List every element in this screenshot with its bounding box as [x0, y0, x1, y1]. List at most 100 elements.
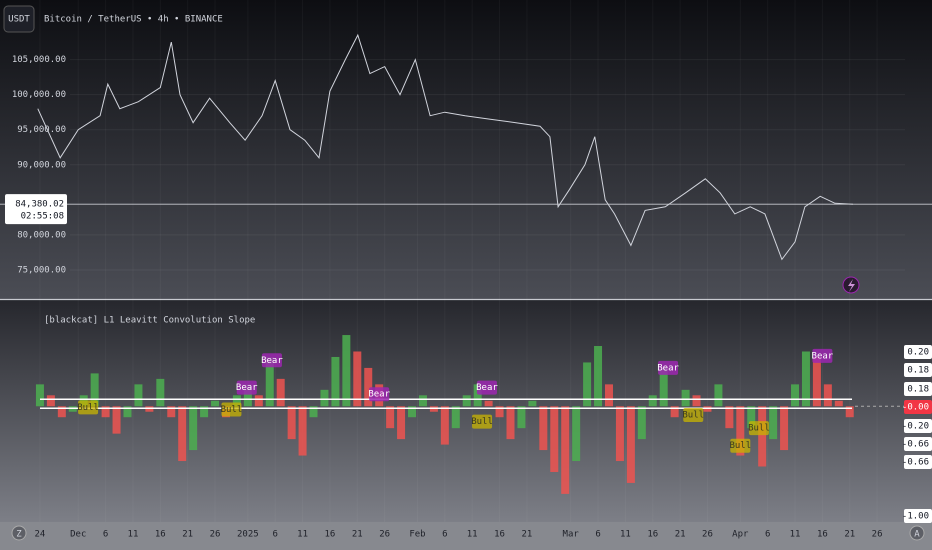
- signal-box: [369, 387, 390, 402]
- histogram-bar: [451, 406, 460, 429]
- histogram-bar: [112, 406, 121, 434]
- histogram-bar: [232, 395, 241, 407]
- signal-box: [730, 438, 751, 453]
- signal-label: Bull: [748, 424, 770, 434]
- histogram-bar: [440, 406, 449, 445]
- x-tick-label: 6: [595, 530, 600, 540]
- axis-label: -0.20: [902, 422, 929, 432]
- axis-label-box: [904, 509, 932, 523]
- histogram-bar: [35, 384, 44, 407]
- x-tick-label: 26: [702, 530, 713, 540]
- histogram-bar: [594, 346, 603, 407]
- x-tick-label: 11: [790, 530, 801, 540]
- axis-label-box: [904, 400, 932, 414]
- histogram-bar: [167, 406, 176, 418]
- symbol-button-label[interactable]: USDT: [8, 15, 30, 25]
- histogram-bar: [834, 400, 843, 407]
- symbol-button[interactable]: [3, 5, 35, 33]
- axis-label: -0.66: [902, 440, 929, 450]
- signal-label: Bear: [657, 363, 679, 373]
- histogram-bar: [254, 395, 263, 407]
- timezone-button[interactable]: [11, 525, 27, 541]
- y-tick-label: 105,000.00: [12, 55, 66, 65]
- auto-scale-button[interactable]: [909, 525, 925, 541]
- signal-label: Bear: [368, 390, 390, 400]
- histogram-bar: [604, 384, 613, 407]
- x-tick-label: 6: [103, 530, 108, 540]
- histogram-bar: [276, 378, 285, 407]
- histogram-bar: [801, 351, 810, 407]
- axis-label-box: [904, 455, 932, 469]
- histogram-bar: [823, 384, 832, 407]
- x-tick-label: 16: [817, 530, 828, 540]
- histogram-bar: [626, 406, 635, 483]
- signal-label: Bull: [729, 441, 751, 451]
- x-tick-label: 21: [844, 530, 855, 540]
- indicator-pane: [0, 300, 932, 522]
- histogram-bar: [134, 384, 143, 407]
- y-tick-label: 90,000.00: [17, 160, 66, 170]
- histogram-bar: [342, 335, 351, 407]
- histogram-bar: [243, 384, 252, 407]
- signal-label: Bear: [812, 351, 834, 361]
- histogram-bar: [46, 395, 55, 407]
- signal-box: [748, 421, 769, 436]
- y-tick-label: 80,000.00: [17, 230, 66, 240]
- price-line: [37, 33, 854, 261]
- axis-label: 0.18: [907, 385, 929, 395]
- histogram-bar: [57, 406, 66, 418]
- signal-label: Bear: [236, 383, 258, 393]
- axis-label: -0.00: [902, 403, 929, 413]
- x-tick-label: 6: [442, 530, 447, 540]
- y-tick-label: 100,000.00: [12, 90, 66, 100]
- countdown-label: 02:55:08: [21, 212, 64, 222]
- histogram-bar: [659, 367, 668, 407]
- x-tick-label: 24: [35, 530, 46, 540]
- last-price-label: 84,380.02: [15, 200, 64, 210]
- axis-label-box: [904, 419, 932, 433]
- histogram-bar: [265, 356, 274, 407]
- y-tick-label: 75,000.00: [17, 265, 66, 275]
- histogram-bar: [484, 400, 493, 407]
- histogram-bar: [725, 406, 734, 429]
- histogram-bar: [637, 406, 646, 440]
- histogram-bar: [736, 406, 745, 456]
- histogram-bar: [386, 406, 395, 429]
- x-tick-label: 11: [467, 530, 478, 540]
- axis-label-box: [904, 437, 932, 451]
- x-tick-label: 26: [210, 530, 221, 540]
- histogram-bar: [408, 406, 417, 418]
- last-price-box: [5, 194, 67, 225]
- axis-label-box: [904, 363, 932, 377]
- histogram-bar: [615, 406, 624, 462]
- signal-label: Bull: [77, 403, 99, 413]
- signal-box: [683, 408, 704, 423]
- histogram-bar: [364, 367, 373, 407]
- histogram-bar: [397, 406, 406, 440]
- signal-box: [261, 353, 282, 368]
- x-tick-label: 21: [352, 530, 363, 540]
- histogram-bar: [845, 406, 854, 418]
- histogram-bar: [298, 406, 307, 456]
- histogram-bar: [561, 406, 570, 494]
- x-tick-label: Dec: [70, 530, 86, 540]
- signal-box: [221, 402, 242, 417]
- histogram-bar: [758, 406, 767, 467]
- x-tick-label: 21: [182, 530, 193, 540]
- histogram-bar: [583, 362, 592, 407]
- signal-box: [658, 360, 679, 375]
- signal-label: Bull: [682, 411, 704, 421]
- histogram-bar: [495, 406, 504, 418]
- auto-scale-icon: A: [914, 530, 920, 540]
- histogram-bar: [287, 406, 296, 440]
- histogram-bar: [123, 406, 132, 418]
- x-tick-label: Mar: [563, 530, 580, 540]
- x-tick-label: 6: [765, 530, 770, 540]
- histogram-bar: [681, 389, 690, 407]
- x-tick-label: Feb: [409, 530, 425, 540]
- axis-label-box: [904, 345, 932, 359]
- y-tick-label: 95,000.00: [17, 125, 66, 135]
- histogram-bar: [200, 406, 209, 418]
- lightning: [848, 279, 855, 292]
